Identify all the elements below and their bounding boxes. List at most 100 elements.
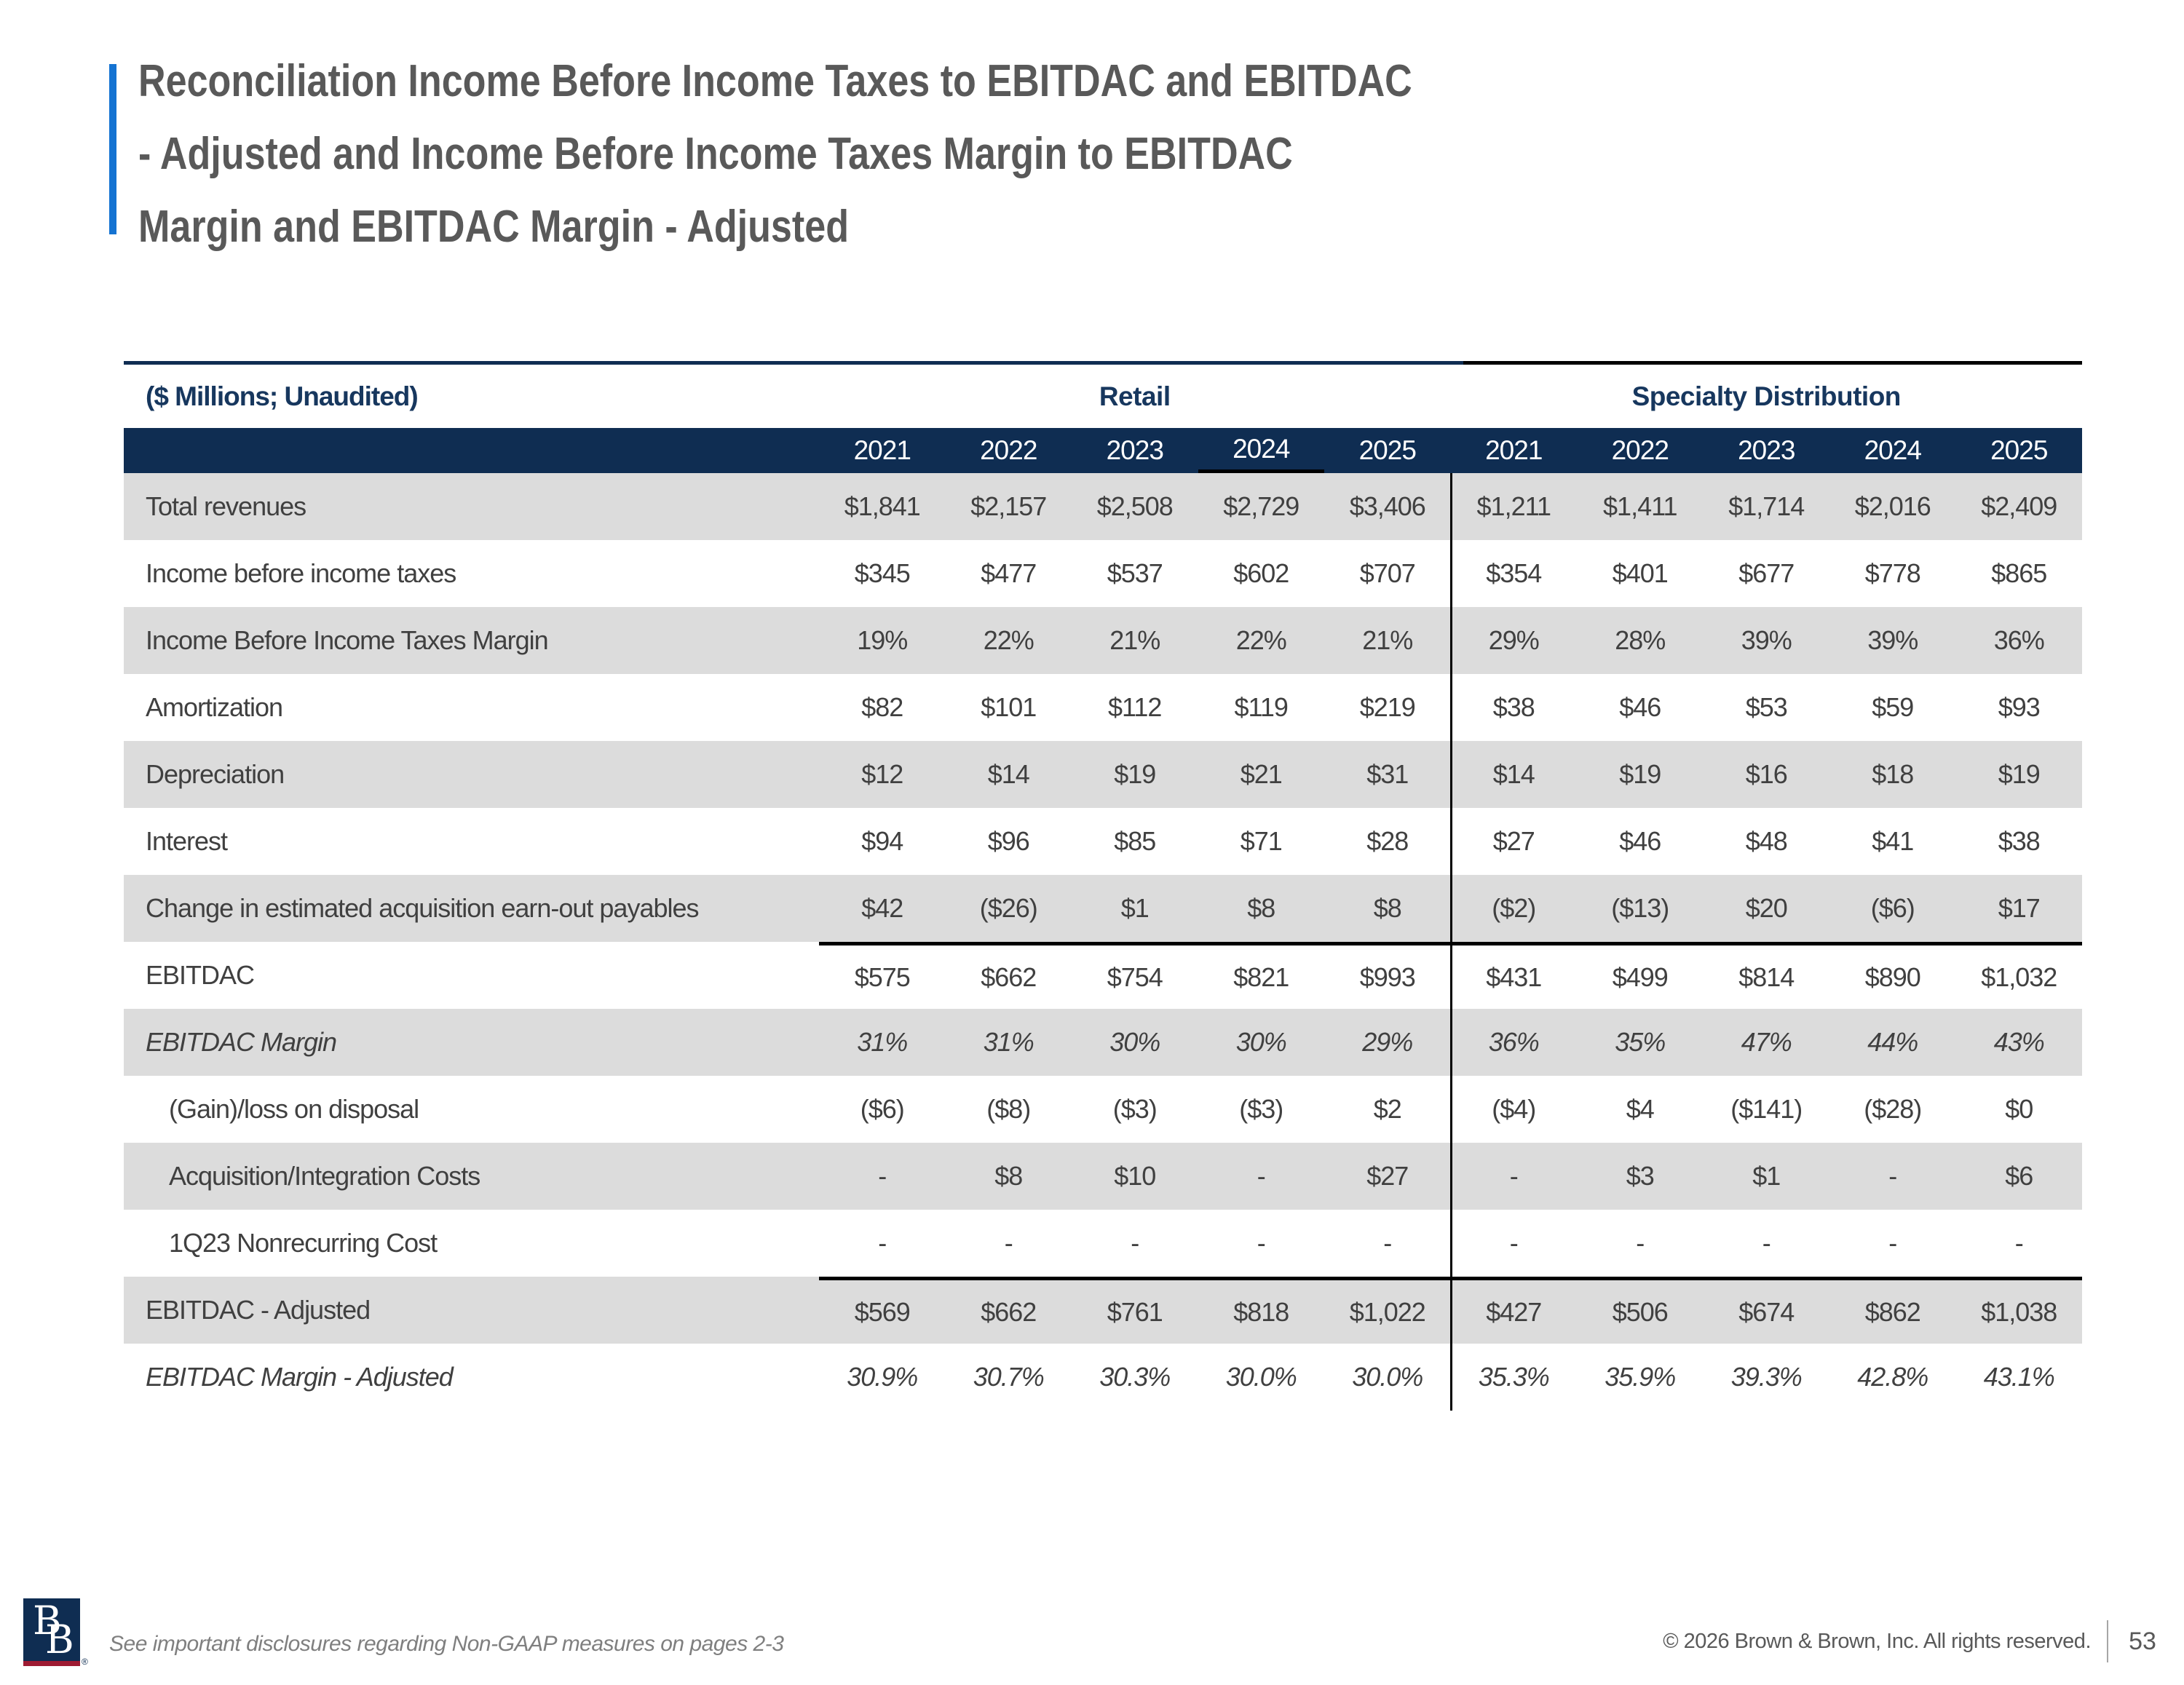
cell-value: 19% (857, 625, 908, 655)
row-values: $82 $101 $112 $119 $219 $38 $46 $53 $59 $93 (819, 674, 2082, 741)
cell-value: 21% (1109, 625, 1160, 655)
cell-value: $48 (1745, 826, 1788, 856)
row-values: - $8 $10 - $27 - $3 $1 - $6 (819, 1143, 2082, 1210)
cell-value: $677 (1738, 558, 1795, 588)
table-row: Amortization $82 $101 $112 $119 $219 $38 $46 $53… (124, 674, 2082, 741)
cell-value: $4 (1626, 1094, 1655, 1124)
cell-value: $59 (1872, 692, 1914, 722)
cell-value: $499 (1612, 962, 1669, 992)
cell-value: $754 (1107, 962, 1163, 992)
cell-value: 30.0% (1225, 1362, 1297, 1392)
cell-value: $18 (1872, 759, 1914, 789)
table-row: Interest $94 $96 $85 $71 $28 $27 $46 $48 $41 $38 (124, 808, 2082, 875)
cell-value: ($26) (979, 893, 1038, 923)
cell-value: - (1762, 1228, 1771, 1258)
cell-value: ($4) (1492, 1094, 1536, 1124)
table-row: EBITDAC Margin 31% 31% 30% 30% 29% 36% 35% 47% 44… (124, 1009, 2082, 1076)
slide-title: Reconciliation Income Before Income Taxe… (138, 56, 1412, 252)
row-values: $94 $96 $85 $71 $28 $27 $46 $48 $41 $38 (819, 808, 2082, 875)
cell-value: $42 (861, 893, 903, 923)
title-accent-bar (109, 64, 116, 234)
cell-value: $93 (1998, 692, 2041, 722)
cell-value: $890 (1864, 962, 1921, 992)
cell-value: $2,016 (1854, 491, 1931, 521)
group-header-row: ($ Millions; Unaudited) Retail Specialty… (124, 365, 2082, 428)
cell-value: 30.7% (973, 1362, 1045, 1392)
year-header-row: 2021 2022 2023 2024 2025 2021 2022 2023 2024 2025 (124, 428, 2082, 473)
cell-value: - (1383, 1228, 1392, 1258)
page-number: 53 (2129, 1627, 2156, 1655)
cell-value: - (1257, 1161, 1266, 1191)
row-label: Amortization (146, 692, 283, 722)
year-header-retail-2025: 2025 (1358, 435, 1417, 465)
cell-value: 29% (1488, 625, 1540, 655)
cell-value: ($6) (1870, 893, 1915, 923)
disclosure-note: See important disclosures regarding Non-… (109, 1632, 784, 1656)
table-row: Depreciation $12 $14 $19 $21 $31 $14 $19 $16 $18 $… (124, 741, 2082, 808)
cell-value: ($8) (986, 1094, 1031, 1124)
row-values: 19% 22% 21% 22% 21% 29% 28% 39% 39% 36% (819, 607, 2082, 674)
year-header-retail-2022: 2022 (980, 435, 1037, 465)
cell-value: $46 (1619, 692, 1661, 722)
row-values: $1,841 $2,157 $2,508 $2,729 $3,406 $1,211 $1,4… (819, 473, 2082, 540)
cell-value: $1,211 (1476, 491, 1551, 521)
footer-divider-line (2107, 1620, 2108, 1662)
row-label: EBITDAC (146, 960, 255, 990)
cell-value: 30% (1109, 1027, 1160, 1057)
row-values: $12 $14 $19 $21 $31 $14 $19 $16 $18 $19 (819, 741, 2082, 808)
cell-value: $431 (1486, 962, 1542, 992)
row-label: Acquisition/Integration Costs (169, 1161, 480, 1191)
cell-value: $8 (1247, 893, 1275, 923)
cell-value: 42.8% (1857, 1362, 1928, 1392)
cell-value: $401 (1612, 558, 1669, 588)
table-row: Change in estimated acquisition earn-out… (124, 875, 2082, 942)
cell-value: - (1888, 1228, 1897, 1258)
cell-value: $761 (1107, 1296, 1163, 1327)
cell-value: - (878, 1228, 887, 1258)
cell-value: $2 (1373, 1094, 1402, 1124)
brown-and-brown-logo: B B ® (23, 1598, 88, 1667)
table-top-rule (124, 361, 2082, 365)
logo-letter-b-icon: B (45, 1617, 74, 1661)
year-header-retail-2021: 2021 (853, 435, 911, 465)
row-label: EBITDAC - Adjusted (146, 1295, 371, 1325)
cell-value: $993 (1359, 962, 1416, 992)
cell-value: - (878, 1161, 887, 1191)
cell-value: $707 (1359, 558, 1416, 588)
cell-value: $2,729 (1223, 491, 1299, 521)
cell-value: - (1004, 1228, 1013, 1258)
cell-value: 21% (1362, 625, 1413, 655)
cell-value: $12 (861, 759, 903, 789)
table-row: Income Before Income Taxes Margin 19% 22% 2… (124, 607, 2082, 674)
row-values: $42 ($26) $1 $8 $8 ($2) ($13) $20 ($6) $17 (819, 875, 2082, 942)
row-label: Income before income taxes (146, 558, 456, 588)
table-row: (Gain)/loss on disposal ($6) ($8) ($3) ($3) $… (124, 1076, 2082, 1143)
cell-value: - (1257, 1228, 1266, 1258)
cell-value: $46 (1619, 826, 1661, 856)
table-row: EBITDAC $575 $662 $754 $821 $993 $431 $499 $814 $… (124, 942, 2082, 1009)
cell-value: $1,038 (1981, 1296, 2057, 1327)
cell-value: 43% (1993, 1027, 2045, 1057)
cell-value: $662 (981, 962, 1037, 992)
cell-value: $862 (1864, 1296, 1921, 1327)
row-label: EBITDAC Margin (146, 1027, 337, 1057)
row-values: $345 $477 $537 $602 $707 $354 $401 $677 $778 $865 (819, 540, 2082, 607)
cell-value: 35.9% (1605, 1362, 1676, 1392)
cell-value: $354 (1486, 558, 1542, 588)
cell-value: - (2014, 1228, 2024, 1258)
table-body: Total revenues $1,841 $2,157 $2,508 $2,729 $3… (124, 473, 2082, 1411)
cell-value: $575 (854, 962, 911, 992)
year-header-retail-2023: 2023 (1106, 435, 1164, 465)
logo-letter-b-icon: B (33, 1598, 62, 1644)
cell-value: $477 (981, 558, 1037, 588)
table-row: Income before income taxes $345 $477 $537 $6… (124, 540, 2082, 607)
cell-value: ($3) (1239, 1094, 1283, 1124)
year-header-specialty-2021: 2021 (1485, 435, 1543, 465)
footer-right: © 2026 Brown & Brown, Inc. All rights re… (1663, 1620, 2161, 1662)
cell-value: 35% (1615, 1027, 1666, 1057)
row-label: Depreciation (146, 759, 285, 789)
group-header-retail: Retail (1099, 381, 1171, 411)
cell-value: $1,411 (1603, 491, 1677, 521)
cell-value: 36% (1488, 1027, 1540, 1057)
year-header-specialty-2024: 2024 (1864, 435, 1922, 465)
